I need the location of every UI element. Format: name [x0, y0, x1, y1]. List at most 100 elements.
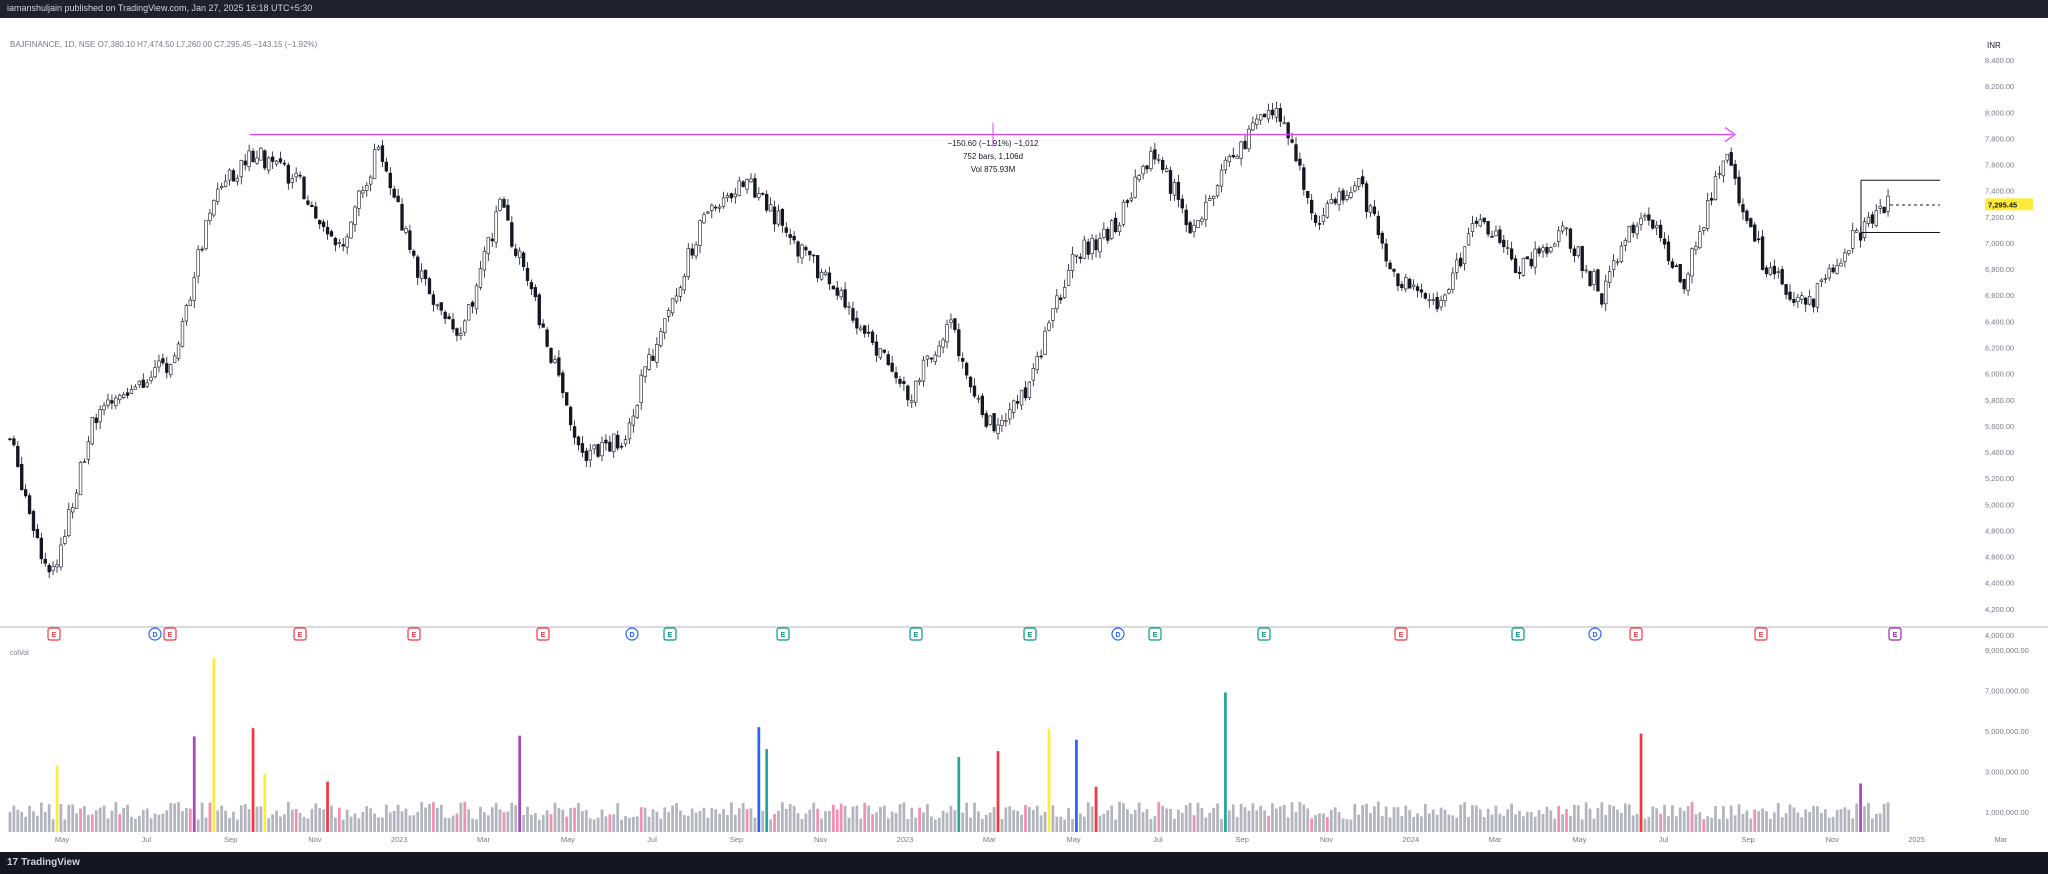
time-axis-tick: Mar [1994, 835, 2007, 844]
candle-body [1074, 254, 1079, 257]
volume-bar [322, 809, 325, 832]
price-axis-tick: 7,600.00 [1985, 161, 2014, 170]
candle-body [1235, 155, 1239, 159]
candle-body [906, 385, 910, 401]
volume-bar [1369, 813, 1372, 832]
volume-bar [584, 809, 588, 832]
candle-body [502, 199, 506, 208]
candle-body [666, 310, 671, 317]
candle-body [1223, 159, 1228, 171]
volume-bar [824, 811, 827, 832]
volume-bar [1714, 806, 1717, 832]
volume-bar [1529, 811, 1533, 832]
volume-bar [341, 819, 345, 832]
candle-body [580, 443, 585, 453]
candle-body [964, 362, 969, 376]
candle-body [847, 306, 851, 308]
volume-bar [1082, 816, 1086, 832]
volume-bar [200, 802, 204, 832]
volume-axis-tick: 1,000,000.00 [1985, 808, 2029, 817]
tradingview-logo[interactable]: 17 TradingView [7, 857, 80, 868]
candle-body [859, 327, 863, 331]
volume-bar [1031, 810, 1035, 832]
chart-svg[interactable]: 8,400.00 8,200.00 8,000.00 7,800.00 7,600.00… [0, 18, 2048, 852]
candle-body [1219, 169, 1224, 187]
volume-bar [1757, 811, 1761, 832]
price-axis-tick: 8,000.00 [1985, 108, 2014, 117]
candle-body [137, 380, 142, 386]
candle-body [1733, 163, 1737, 179]
volume-bar [1173, 818, 1176, 832]
volume-bar [1718, 819, 1721, 832]
candle-body [1023, 387, 1028, 399]
volume-bar [1478, 809, 1482, 832]
volume-bar [628, 817, 631, 832]
time-axis-tick: Mar [983, 835, 996, 844]
candle-body [341, 244, 345, 247]
candle-body [1070, 253, 1075, 271]
candle-body [310, 204, 314, 207]
candle-body [1682, 279, 1686, 290]
volume-bar [690, 808, 694, 832]
volume-bar [804, 813, 808, 832]
volume-bar [1878, 813, 1882, 832]
volume-bar [533, 813, 537, 832]
candle-body [753, 178, 757, 198]
volume-bar [1549, 810, 1553, 832]
candle-body [1772, 265, 1777, 275]
volume-bar [1161, 805, 1165, 832]
volume-bar [384, 804, 388, 832]
volume-bar [1443, 809, 1447, 832]
volume-bar [1208, 812, 1212, 832]
candle-body [1709, 198, 1714, 201]
candle-body [729, 193, 734, 199]
volume-bar [1494, 805, 1498, 832]
volume-bar [208, 802, 212, 832]
event-label: E [1634, 632, 1639, 639]
candle-body [255, 157, 259, 164]
candle-body [1521, 257, 1526, 276]
candle-body [200, 248, 204, 251]
volume-bar [1745, 810, 1749, 832]
volume-bar [432, 802, 435, 832]
event-label: E [168, 632, 173, 639]
candle-body [478, 268, 483, 288]
candle-body [890, 362, 894, 372]
volume-bar [302, 816, 306, 832]
candle-body [698, 220, 702, 246]
candle-body [208, 212, 212, 221]
time-axis-tick: Nov [1826, 835, 1840, 844]
volume-bar [1384, 806, 1388, 832]
candle-body [1811, 298, 1816, 308]
candle-body [1753, 224, 1757, 242]
candle-body [400, 204, 404, 231]
volume-bar [1776, 803, 1780, 832]
volume-bar [16, 809, 20, 832]
candle-body [533, 287, 538, 298]
volume-bar [1333, 807, 1337, 832]
time-axis-tick: Nov [1320, 835, 1334, 844]
candle-body [800, 244, 804, 259]
candle-body [1317, 223, 1322, 225]
candle-body [1596, 269, 1600, 292]
volume-bar [1349, 819, 1353, 832]
volume-bar [1506, 809, 1510, 832]
measure-label: Vol 875.93M [971, 165, 1016, 174]
candle-body [1098, 237, 1102, 253]
candle-body [1729, 152, 1733, 166]
candle-body [1090, 238, 1094, 255]
earnings-icon [1023, 627, 1037, 641]
candle-body [1560, 225, 1565, 232]
volume-bar [345, 809, 349, 832]
candle-body [86, 441, 91, 460]
time-axis-tick: Sep [1236, 835, 1249, 844]
candle-body [553, 359, 557, 363]
volume-bar [1655, 808, 1659, 832]
volume-bar [1400, 815, 1404, 832]
volume-bar [1867, 802, 1870, 832]
chart-area[interactable]: 8,400.00 8,200.00 8,000.00 7,800.00 7,600.00… [0, 18, 2048, 852]
candle-body [380, 145, 385, 162]
candle-body [1059, 297, 1063, 301]
candle-body [1651, 219, 1655, 229]
volume-bar [224, 810, 227, 832]
